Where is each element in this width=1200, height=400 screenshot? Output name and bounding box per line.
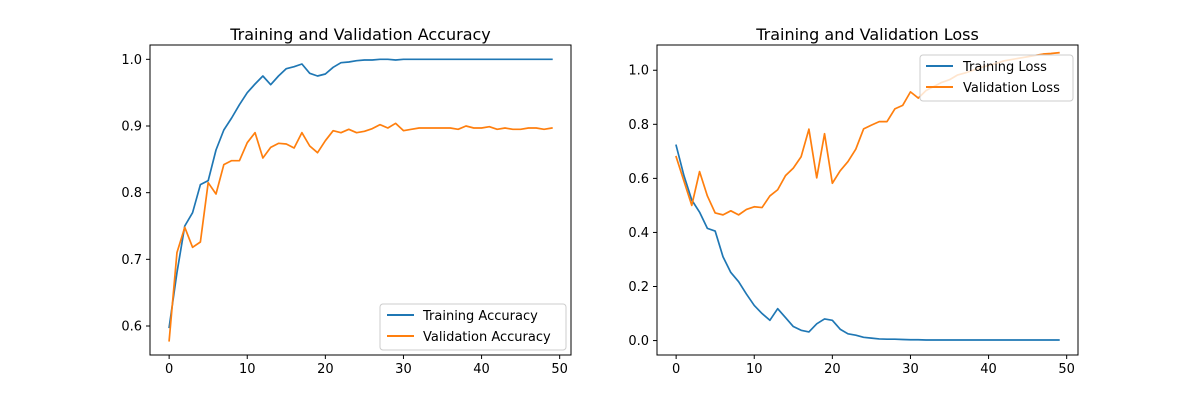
accuracy-y-tick-label: 0.9 [121,120,142,135]
accuracy-x-tick-label: 50 [551,362,568,377]
loss-x-tick-label: 30 [902,362,919,377]
accuracy-x-tick-label: 40 [473,362,490,377]
legend-label-training-loss: Training Loss [962,60,1047,75]
series-line-training-accuracy [168,58,553,329]
loss-x-tick-label: 10 [746,362,763,377]
accuracy-y-tick-label: 1.0 [121,53,142,68]
accuracy-legend: Training Accuracy Validation Accuracy [379,303,567,351]
accuracy-legend-box [379,303,567,351]
loss-legend: Training Loss Validation Loss [919,54,1074,102]
loss-plot-frame [656,44,1079,356]
loss-x-tick-label: 40 [980,362,997,377]
loss-legend-box [919,54,1074,102]
loss-y-tick-label: 0.4 [628,226,649,241]
legend-label-validation-accuracy: Validation Accuracy [423,330,551,345]
accuracy-x-tick-label: 0 [165,362,173,377]
accuracy-chart-title: Training and Validation Accuracy [229,25,491,44]
accuracy-y-tick-label: 0.7 [121,253,142,268]
accuracy-x-tick-label: 10 [239,362,256,377]
loss-y-tick-label: 1.0 [628,64,649,79]
loss-chart-title: Training and Validation Loss [755,25,979,44]
loss-x-tick-label: 0 [672,362,680,377]
accuracy-x-tick-label: 20 [317,362,334,377]
loss-y-tick-label: 0.0 [628,334,649,349]
accuracy-chart: Training and Validation Accuracy 0 10 20 30… [121,25,572,377]
accuracy-plot-frame [149,44,572,356]
loss-x-tick-label: 50 [1058,362,1075,377]
series-line-training-loss [675,144,1060,341]
loss-y-tick-label: 0.6 [628,172,649,187]
accuracy-y-tick-label: 0.6 [121,320,142,335]
accuracy-y-tick-label: 0.8 [121,186,142,201]
loss-y-tick-label: 0.8 [628,118,649,133]
series-line-validation-accuracy [168,122,553,342]
legend-label-training-accuracy: Training Accuracy [422,309,538,324]
loss-chart: Training and Validation Loss 0 10 20 30 40 50… [628,25,1079,377]
accuracy-x-tick-label: 30 [395,362,412,377]
loss-x-tick-label: 20 [824,362,841,377]
legend-label-validation-loss: Validation Loss [963,81,1060,96]
loss-y-tick-label: 0.2 [628,280,649,295]
